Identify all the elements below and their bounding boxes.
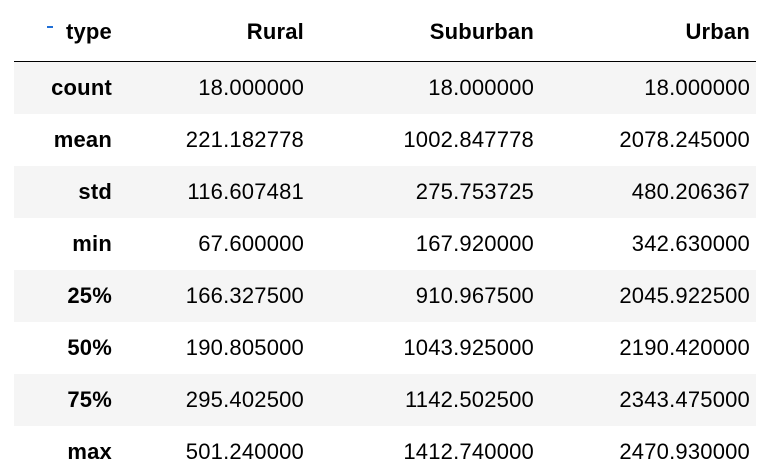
table-row: 50% 190.805000 1043.925000 2190.420000	[14, 322, 756, 374]
table-cell: 221.182778	[185, 127, 304, 152]
row-label: 50%	[67, 335, 112, 360]
table-cell: 2045.922500	[619, 283, 750, 308]
table-row: std 116.607481 275.753725 480.206367	[14, 166, 756, 218]
row-label: mean	[53, 127, 112, 152]
table-cell: 275.753725	[415, 179, 534, 204]
row-label: max	[67, 439, 112, 464]
table-row: count 18.000000 18.000000 18.000000	[14, 61, 756, 114]
table-cell: 18.000000	[428, 75, 534, 100]
table-row: mean 221.182778 1002.847778 2078.245000	[14, 114, 756, 166]
table-cell: 1412.740000	[403, 439, 534, 464]
table-cell: 1043.925000	[403, 335, 534, 360]
table-cell: 295.402500	[185, 387, 304, 412]
table-cell: 116.607481	[187, 179, 304, 204]
table-cell: 67.600000	[198, 231, 304, 256]
column-header: Rural	[118, 3, 310, 62]
table-cell: 910.967500	[415, 283, 534, 308]
header-row: type Rural Suburban Urban	[14, 3, 756, 62]
table-cell: 167.920000	[415, 231, 534, 256]
row-label: 25%	[67, 283, 112, 308]
table-row: max 501.240000 1412.740000 2470.930000	[14, 426, 756, 470]
table-cell: 2470.930000	[619, 439, 750, 464]
column-header: Urban	[540, 3, 756, 62]
describe-table: type Rural Suburban Urban count 18.00000…	[14, 3, 756, 470]
table-row: min 67.600000 167.920000 342.630000	[14, 218, 756, 270]
table-cell: 480.206367	[631, 179, 750, 204]
row-label: std	[78, 179, 112, 204]
table-cell: 342.630000	[631, 231, 750, 256]
table-cell: 501.240000	[185, 439, 304, 464]
table-cell: 190.805000	[185, 335, 304, 360]
row-label: count	[51, 75, 112, 100]
row-label: 75%	[67, 387, 112, 412]
table-cell: 18.000000	[198, 75, 304, 100]
table-row: 75% 295.402500 1142.502500 2343.475000	[14, 374, 756, 426]
index-header: type	[14, 3, 118, 62]
row-label: min	[72, 231, 112, 256]
table-cell: 1142.502500	[404, 387, 534, 412]
table-cell: 2078.245000	[619, 127, 750, 152]
column-header: Suburban	[310, 3, 540, 62]
table-cell: 1002.847778	[403, 127, 534, 152]
table-cell: 18.000000	[644, 75, 750, 100]
table-cell: 2190.420000	[619, 335, 750, 360]
table-row: 25% 166.327500 910.967500 2045.922500	[14, 270, 756, 322]
table-cell: 2343.475000	[619, 387, 750, 412]
table-cell: 166.327500	[185, 283, 304, 308]
